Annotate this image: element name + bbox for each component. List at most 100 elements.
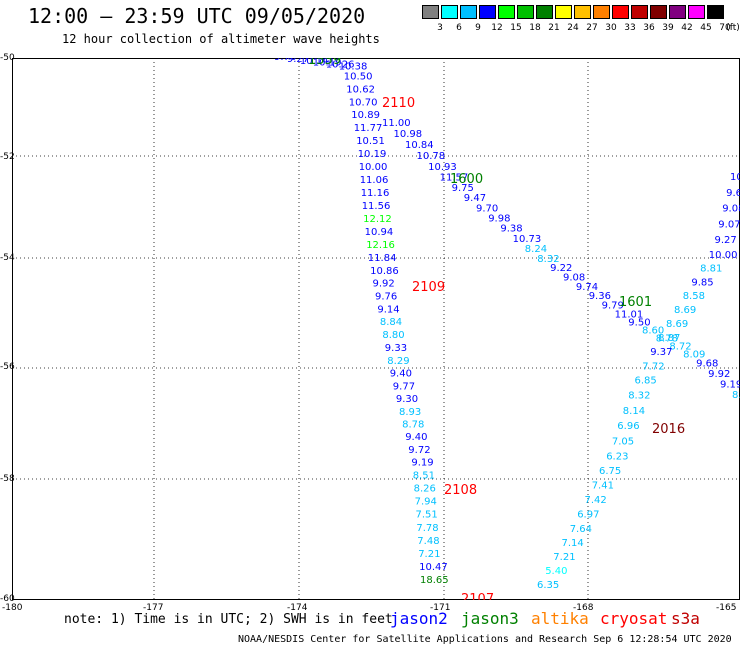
swh-value: 10.78 (417, 151, 446, 162)
swh-value: 6.35 (537, 580, 559, 591)
swh-value: 9.27 (715, 235, 737, 246)
legend-swatch (498, 5, 515, 19)
swh-value: 9.74 (576, 282, 598, 293)
sat-cryosat: cryosat (600, 609, 668, 628)
time-label: 1559 (308, 58, 341, 68)
swh-value: 10.51 (356, 136, 385, 147)
swh-value: 9.36 (589, 291, 611, 302)
swh-value: 8.60 (642, 326, 664, 337)
swh-value: 8.32 (537, 254, 559, 265)
swh-value: 6.96 (617, 421, 639, 432)
lon-label-168: -168 (573, 603, 594, 613)
legend-unit: (ft) (726, 23, 740, 33)
swh-value: 10.73 (513, 234, 542, 245)
swh-value: 8.69 (666, 319, 688, 330)
note-text: note: 1) Time is in UTC; 2) SWH is in fe… (64, 612, 393, 627)
swh-value: 9.47 (464, 193, 486, 204)
legend-label: 36 (643, 23, 655, 33)
swh-value: 8.24 (525, 244, 547, 255)
legend-label: 70 (719, 23, 731, 33)
legend-label: 42 (681, 23, 693, 33)
swh-value: 10.93 (428, 162, 457, 173)
swh-value: 9.76 (375, 292, 397, 303)
legend-label: 6 (456, 23, 462, 33)
swh-value: 6.23 (606, 452, 628, 463)
swh-value: 11.00 (382, 118, 411, 129)
swh-value: 9.08 (563, 273, 585, 284)
swh-value: 8.93 (399, 407, 421, 418)
map-panel: 9.769.2710.1410.1910.2610.3810.5010.6210… (12, 52, 740, 607)
swh-value: 5.40 (545, 566, 567, 577)
swh-value: 10.62 (346, 84, 375, 95)
swh-value: 11.77 (354, 123, 383, 134)
lon-label-180: -180 (2, 603, 23, 613)
tracks-layer: 9.769.2710.1410.1910.2610.3810.5010.6210… (274, 52, 740, 591)
swh-value: 8.51 (413, 471, 435, 482)
time-label: 2016 (652, 422, 685, 437)
swh-value: 9.76 (274, 58, 296, 63)
lat-label-56: -56 (0, 362, 15, 372)
swh-value: 9.30 (396, 394, 418, 405)
legend-swatch (536, 5, 553, 19)
swh-value: 6.97 (577, 510, 599, 521)
sat-jason2: jason2 (390, 609, 448, 628)
swh-value: 7.78 (416, 523, 438, 534)
swh-value: 9.19 (720, 380, 740, 391)
swh-value: 9.92 (708, 369, 730, 380)
swh-value: 8.09 (683, 350, 705, 361)
lon-label-177: -177 (143, 603, 164, 613)
swh-value: 8.72 (669, 342, 691, 353)
swh-value: 9.77 (393, 381, 415, 392)
time-label: 2110 (382, 96, 415, 111)
legend-label: 39 (662, 23, 674, 33)
swh-value: 9.68 (696, 359, 718, 370)
page-subtitle: 12 hour collection of altimeter wave hei… (62, 32, 380, 46)
swh-value: 10.19 (313, 58, 342, 69)
legend-label: 3 (437, 23, 443, 33)
swh-value: 7.72 (642, 361, 664, 372)
swh-value: 8.80 (382, 330, 404, 341)
lat-label-54: -54 (0, 253, 15, 263)
legend-swatch (479, 5, 496, 19)
swh-value: 10.00 (709, 250, 738, 261)
legend-swatch (707, 5, 724, 19)
swh-value: 11.84 (368, 253, 397, 264)
swh-value: 9.08 (722, 204, 740, 215)
swh-value: 7.51 (416, 510, 438, 521)
swh-value: 11.56 (362, 201, 391, 212)
swh-value: 9.19 (411, 458, 433, 469)
swh-value: 7.21 (418, 549, 440, 560)
legend-swatch (460, 5, 477, 19)
swh-value: 9.85 (691, 277, 713, 288)
swh-value: 9.37 (650, 347, 672, 358)
swh-value: 10.00 (359, 162, 388, 173)
swh-value: 9.98 (488, 214, 510, 225)
legend-label: 45 (700, 23, 712, 33)
time-label: 2109 (412, 280, 445, 295)
swh-value: 8.69 (674, 305, 696, 316)
legend-label: 27 (586, 23, 598, 33)
legend-label: 24 (567, 23, 579, 33)
swh-value: 10.47 (419, 562, 448, 573)
lat-label-60: -60 (0, 594, 15, 604)
swh-value: 8.78 (656, 334, 678, 345)
swh-value: 8.78 (402, 420, 424, 431)
swh-value: 9.40 (405, 432, 427, 443)
swh-value: 6.75 (599, 466, 621, 477)
swh-value: 10.94 (365, 227, 394, 238)
lat-label-52: -52 (0, 152, 15, 162)
swh-value: 7.64 (570, 524, 592, 535)
legend-swatch (441, 5, 458, 19)
swh-value: 10.98 (394, 129, 423, 140)
swh-value: 10.70 (349, 97, 378, 108)
swh-value: 9.40 (390, 369, 412, 380)
swh-value: 8.14 (623, 406, 645, 417)
swh-value: 12.16 (366, 240, 395, 251)
legend-swatch (422, 5, 439, 19)
swh-value: 6.85 (635, 376, 657, 387)
swh-value: 10.19 (358, 149, 387, 160)
legend-swatch (650, 5, 667, 19)
legend-label: 9 (475, 23, 481, 33)
swh-value: 7.41 (592, 481, 614, 492)
swh-value: 8.87 (658, 333, 680, 344)
